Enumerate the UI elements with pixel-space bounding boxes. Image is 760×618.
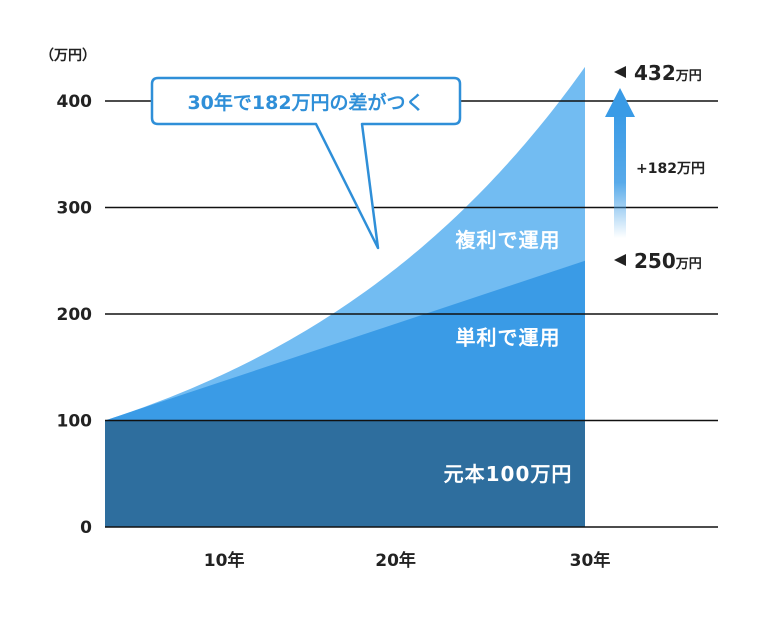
compound-end-unit: 万円: [675, 69, 702, 84]
compound-end-label: 432万円: [634, 61, 702, 85]
y-tick-label: 400: [57, 92, 93, 112]
difference-arrow: +182万円: [605, 88, 705, 238]
difference-label: +182万円: [636, 161, 705, 177]
x-tick-label: 10年: [204, 550, 245, 571]
callout-text: 30年で182万円の差がつく: [187, 91, 424, 114]
simple-end-annotation: 250万円: [614, 249, 702, 273]
compound-end-annotation: 432万円: [614, 61, 702, 85]
y-tick-labels: 0 100 200 300 400: [57, 92, 93, 538]
area-label-simple: 単利で運用: [456, 326, 561, 350]
compound-end-value: 432: [634, 61, 676, 85]
y-tick-label: 300: [57, 199, 93, 219]
y-tick-label: 100: [57, 412, 93, 432]
left-triangle-icon: [614, 254, 626, 266]
x-tick-label: 30年: [570, 550, 611, 571]
area-principal: [105, 420, 585, 527]
simple-end-unit: 万円: [675, 257, 702, 272]
simple-end-value: 250: [634, 249, 676, 273]
left-triangle-icon: [614, 66, 626, 78]
simple-end-label: 250万円: [634, 249, 702, 273]
x-tick-label: 20年: [375, 550, 416, 571]
area-label-compound: 複利で運用: [456, 228, 561, 252]
callout-shape: [150, 76, 462, 250]
arrow-shaft: [614, 114, 626, 238]
y-tick-label: 200: [57, 305, 93, 325]
up-arrow-icon: [605, 88, 635, 117]
area-label-principal: 元本100万円: [444, 462, 573, 486]
x-tick-labels: 10年 20年 30年: [204, 550, 611, 571]
callout-bubble: 30年で182万円の差がつく: [150, 76, 462, 250]
y-axis-unit-label: （万円）: [40, 48, 96, 64]
y-tick-label: 0: [80, 518, 92, 538]
